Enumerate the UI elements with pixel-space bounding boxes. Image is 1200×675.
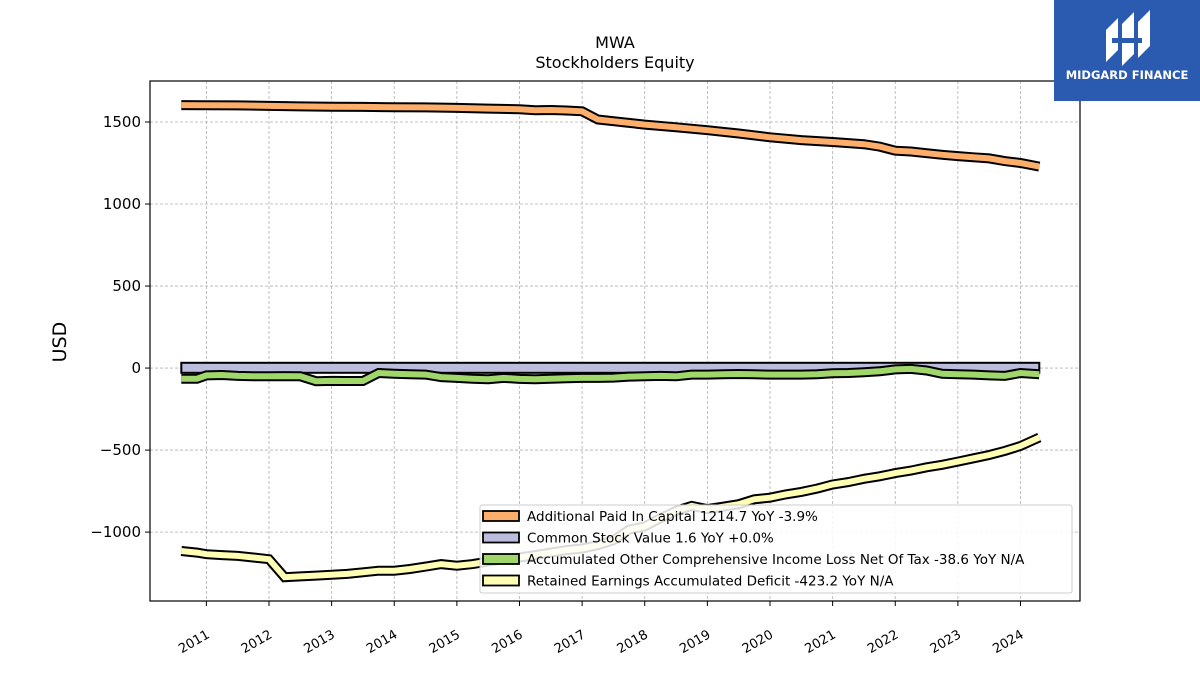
legend-box [479,504,1073,594]
y-tick-label: 1000 [103,195,141,213]
y-tick-label: −1000 [90,523,141,541]
brand-name: MIDGARD FINANCE [1065,68,1189,82]
y-tick-label: 1500 [103,113,141,131]
x-tick-label: 2022 [865,627,901,657]
x-tick-label: 2012 [239,627,275,657]
x-tick-label: 2014 [364,627,400,657]
x-tick-label: 2013 [301,627,337,657]
y-tick-label: 500 [112,277,141,295]
legend-entry-label: Additional Paid In Capital 1214.7 YoY -3… [527,509,818,525]
chart-subtitle: Stockholders Equity [535,53,694,72]
x-tick-label: 2011 [176,627,212,657]
series-outline [181,100,1041,172]
legend: Additional Paid In Capital 1214.7 YoY -3… [479,504,1073,594]
midgard-logo-icon [1106,10,1150,66]
series-line [181,102,1040,170]
y-tick-label: 0 [131,359,141,377]
series-line [181,365,1040,385]
y-tick-label: −500 [100,441,141,459]
series-accumulated-oci [181,363,1040,387]
series-additional-paid-in-capital [181,100,1041,172]
x-tick-label: 2023 [928,627,964,657]
x-tick-label: 2024 [990,627,1026,657]
x-tick-label: 2018 [615,627,651,657]
legend-entry-label: Common Stock Value 1.6 YoY +0.0% [527,531,774,547]
x-tick-label: 2017 [552,627,588,657]
legend-entry-label: Retained Earnings Accumulated Deficit -4… [527,574,894,590]
x-tick-label: 2016 [489,627,525,657]
plot-frame [149,80,1081,602]
y-axis-label: USD [49,322,71,363]
x-tick-label: 2021 [802,627,838,657]
chart-title: MWA [595,33,635,52]
x-tick-label: 2015 [427,627,463,657]
legend-swatch [482,510,520,522]
legend-swatch [482,574,520,587]
x-tick-label: 2019 [677,627,713,657]
legend-entry-label: Accumulated Other Comprehensive Income L… [527,552,1025,568]
legend-swatch [482,553,520,565]
legend-swatch [482,531,520,544]
brand-logo: MIDGARD FINANCE [1054,0,1200,101]
x-tick-label: 2020 [740,627,776,657]
